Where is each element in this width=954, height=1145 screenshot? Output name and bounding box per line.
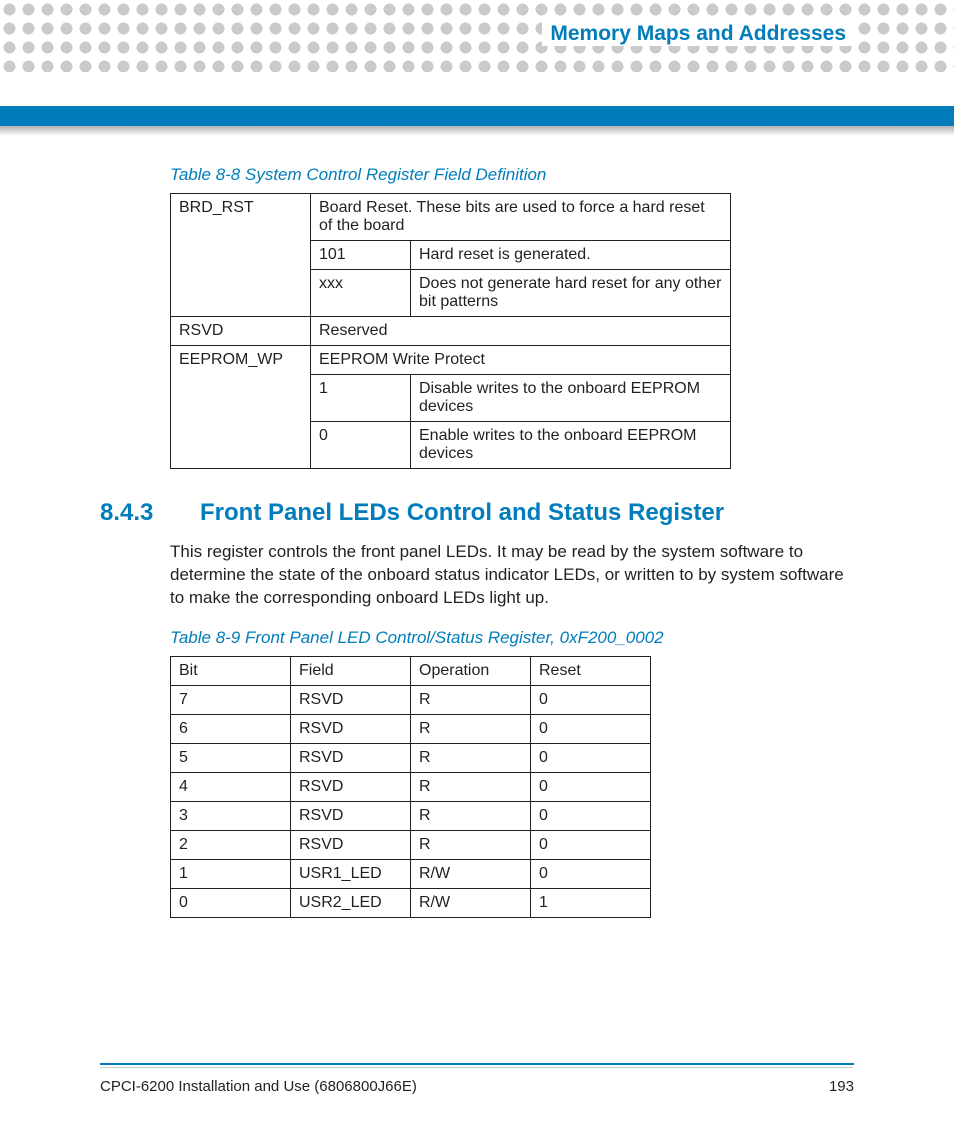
cell: 5 xyxy=(171,743,291,772)
table-row: 6RSVDR0 xyxy=(171,714,651,743)
field-desc-cell: Board Reset. These bits are used to forc… xyxy=(311,194,731,241)
col-header: Reset xyxy=(531,656,651,685)
field-desc-cell: EEPROM Write Protect xyxy=(311,346,731,375)
cell: 0 xyxy=(531,714,651,743)
table-8-8-caption: Table 8-8 System Control Register Field … xyxy=(170,165,854,185)
cell: 4 xyxy=(171,772,291,801)
cell: 3 xyxy=(171,801,291,830)
value-cell: 0 xyxy=(311,422,411,469)
cell: R xyxy=(411,830,531,859)
table-row: 3RSVDR0 xyxy=(171,801,651,830)
cell: 0 xyxy=(531,685,651,714)
cell: RSVD xyxy=(291,801,411,830)
cell: R/W xyxy=(411,888,531,917)
table-8-8: BRD_RST Board Reset. These bits are used… xyxy=(170,193,731,469)
cell: 0 xyxy=(171,888,291,917)
cell: 6 xyxy=(171,714,291,743)
cell: 0 xyxy=(531,772,651,801)
cell: RSVD xyxy=(291,743,411,772)
header-blue-bar xyxy=(0,106,954,126)
value-desc-cell: Does not generate hard reset for any oth… xyxy=(411,270,731,317)
table-row: 7RSVDR0 xyxy=(171,685,651,714)
footer-rule xyxy=(100,1063,854,1065)
footer-doc-title: CPCI-6200 Installation and Use (6806800J… xyxy=(100,1078,417,1095)
cell: USR2_LED xyxy=(291,888,411,917)
cell: RSVD xyxy=(291,830,411,859)
table-row: 4RSVDR0 xyxy=(171,772,651,801)
cell: R xyxy=(411,714,531,743)
cell: RSVD xyxy=(291,685,411,714)
value-cell: 1 xyxy=(311,375,411,422)
table-header-row: Bit Field Operation Reset xyxy=(171,656,651,685)
col-header: Field xyxy=(291,656,411,685)
footer-rule xyxy=(100,1067,854,1068)
field-name-cell: RSVD xyxy=(171,317,311,346)
cell: 0 xyxy=(531,830,651,859)
table-row: BRD_RST Board Reset. These bits are used… xyxy=(171,194,731,241)
section-title: Front Panel LEDs Control and Status Regi… xyxy=(200,499,724,527)
cell: USR1_LED xyxy=(291,859,411,888)
field-desc-cell: Reserved xyxy=(311,317,731,346)
cell: 1 xyxy=(531,888,651,917)
table-8-9: Bit Field Operation Reset 7RSVDR0 6RSVDR… xyxy=(170,656,651,918)
cell: R xyxy=(411,743,531,772)
value-desc-cell: Enable writes to the onboard EEPROM devi… xyxy=(411,422,731,469)
field-name-cell: EEPROM_WP xyxy=(171,346,311,469)
section-body: This register controls the front panel L… xyxy=(170,541,854,610)
page-footer: CPCI-6200 Installation and Use (6806800J… xyxy=(100,1063,854,1095)
header-gradient xyxy=(0,126,954,136)
value-desc-cell: Disable writes to the onboard EEPROM dev… xyxy=(411,375,731,422)
table-row: 5RSVDR0 xyxy=(171,743,651,772)
col-header: Bit xyxy=(171,656,291,685)
cell: R xyxy=(411,685,531,714)
table-row: 1USR1_LEDR/W0 xyxy=(171,859,651,888)
value-desc-cell: Hard reset is generated. xyxy=(411,241,731,270)
table-row: RSVD Reserved xyxy=(171,317,731,346)
value-cell: 101 xyxy=(311,241,411,270)
section-heading: 8.4.3 Front Panel LEDs Control and Statu… xyxy=(100,499,854,527)
field-name-cell: BRD_RST xyxy=(171,194,311,317)
value-cell: xxx xyxy=(311,270,411,317)
col-header: Operation xyxy=(411,656,531,685)
table-row: 0USR2_LEDR/W1 xyxy=(171,888,651,917)
cell: RSVD xyxy=(291,772,411,801)
page-number: 193 xyxy=(829,1078,854,1095)
cell: 0 xyxy=(531,743,651,772)
section-number: 8.4.3 xyxy=(100,499,200,527)
table-8-9-caption: Table 8-9 Front Panel LED Control/Status… xyxy=(170,628,854,648)
cell: R/W xyxy=(411,859,531,888)
cell: 1 xyxy=(171,859,291,888)
table-row: EEPROM_WP EEPROM Write Protect xyxy=(171,346,731,375)
page-content: Table 8-8 System Control Register Field … xyxy=(0,165,954,918)
cell: R xyxy=(411,801,531,830)
cell: 0 xyxy=(531,859,651,888)
cell: 2 xyxy=(171,830,291,859)
chapter-title: Memory Maps and Addresses xyxy=(542,22,854,46)
cell: R xyxy=(411,772,531,801)
cell: RSVD xyxy=(291,714,411,743)
cell: 7 xyxy=(171,685,291,714)
table-row: 2RSVDR0 xyxy=(171,830,651,859)
cell: 0 xyxy=(531,801,651,830)
